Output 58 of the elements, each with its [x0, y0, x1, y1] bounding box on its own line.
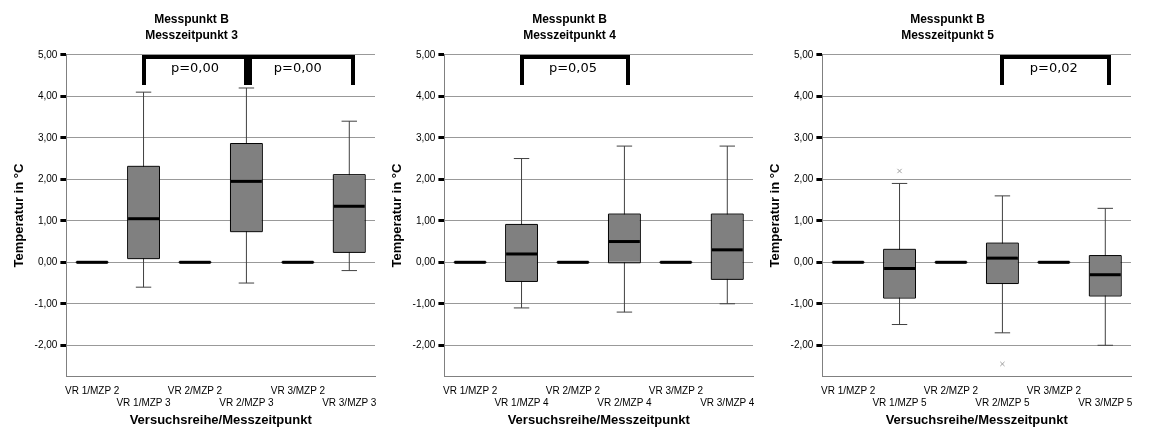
y-tick-label: 2,00 — [37, 173, 58, 185]
y-tick-label: 5,00 — [793, 48, 814, 60]
x-tick-label: VR 3/MZP 5 — [1078, 397, 1133, 409]
chart-subtitle: Messzeitpunkt 5 — [901, 27, 995, 42]
y-tick-label: 1,00 — [415, 214, 436, 226]
x-tick-label: VR 3/MZP 4 — [700, 397, 755, 409]
x-tick-label: VR 3/MZP 2 — [648, 385, 704, 397]
y-tick-label: -2,00 — [412, 339, 436, 351]
x-tick-label: VR 2/MZP 3 — [219, 397, 274, 409]
y-tick-label: 5,00 — [415, 48, 436, 60]
y-axis-title: Temperatur in °C — [389, 163, 405, 268]
y-tick-label: -2,00 — [34, 339, 58, 351]
annotation: p=0,00 — [272, 59, 323, 75]
y-tick-label: 0,00 — [37, 256, 58, 268]
chart-title: Messpunkt B — [154, 11, 230, 26]
y-tick-label: 3,00 — [793, 131, 814, 143]
y-tick-label: 4,00 — [415, 90, 436, 102]
y-tick-label: 3,00 — [37, 131, 58, 143]
y-tick-label: 2,00 — [415, 173, 436, 185]
y-tick-label: 0,00 — [415, 256, 436, 268]
y-tick-label: 4,00 — [793, 90, 814, 102]
y-tick-label: 3,00 — [415, 131, 436, 143]
chart-title: Messpunkt B — [532, 11, 608, 26]
x-tick-label: VR 1/MZP 3 — [116, 397, 172, 409]
x-tick-label: VR 1/MZP 4 — [494, 397, 550, 409]
x-axis-title: Versuchsreihe/Messzeitpunkt — [885, 411, 1069, 427]
x-tick-label: VR 1/MZP 2 — [64, 385, 120, 397]
y-axis-title: Temperatur in °C — [11, 163, 27, 268]
x-tick-label: VR 3/MZP 2 — [1026, 385, 1082, 397]
x-tick-label: VR 1/MZP 2 — [442, 385, 498, 397]
y-tick-label: 1,00 — [793, 214, 814, 226]
x-tick-label: VR 2/MZP 2 — [545, 385, 601, 397]
chart-subtitle: Messzeitpunkt 4 — [523, 27, 617, 42]
x-axis-title: Versuchsreihe/Messzeitpunkt — [129, 411, 313, 427]
annotation: p=0,02 — [1028, 59, 1079, 75]
x-tick-label: VR 1/MZP 5 — [872, 397, 928, 409]
y-tick-label: -1,00 — [412, 297, 436, 309]
x-tick-label: VR 2/MZP 2 — [167, 385, 223, 397]
y-tick-label: 4,00 — [37, 90, 58, 102]
y-tick-label: 5,00 — [37, 48, 58, 60]
chart-subtitle: Messzeitpunkt 3 — [145, 27, 239, 42]
x-axis-title: Versuchsreihe/Messzeitpunkt — [507, 411, 691, 427]
y-tick-label: -1,00 — [790, 297, 814, 309]
annotation: p=0,05 — [547, 59, 598, 75]
x-tick-label: VR 2/MZP 5 — [975, 397, 1030, 409]
x-tick-label: VR 3/MZP 3 — [322, 397, 377, 409]
y-tick-label: -1,00 — [34, 297, 58, 309]
y-axis-title: Temperatur in °C — [767, 163, 783, 268]
x-tick-label: VR 3/MZP 2 — [270, 385, 326, 397]
y-tick-label: 1,00 — [37, 214, 58, 226]
x-tick-label: VR 1/MZP 2 — [820, 385, 876, 397]
y-tick-label: 0,00 — [793, 256, 814, 268]
y-tick-label: -2,00 — [790, 339, 814, 351]
chart-title: Messpunkt B — [910, 11, 986, 26]
x-tick-label: VR 2/MZP 2 — [923, 385, 979, 397]
y-tick-label: 2,00 — [793, 173, 814, 185]
annotation: p=0,00 — [169, 59, 220, 75]
x-tick-label: VR 2/MZP 4 — [597, 397, 652, 409]
